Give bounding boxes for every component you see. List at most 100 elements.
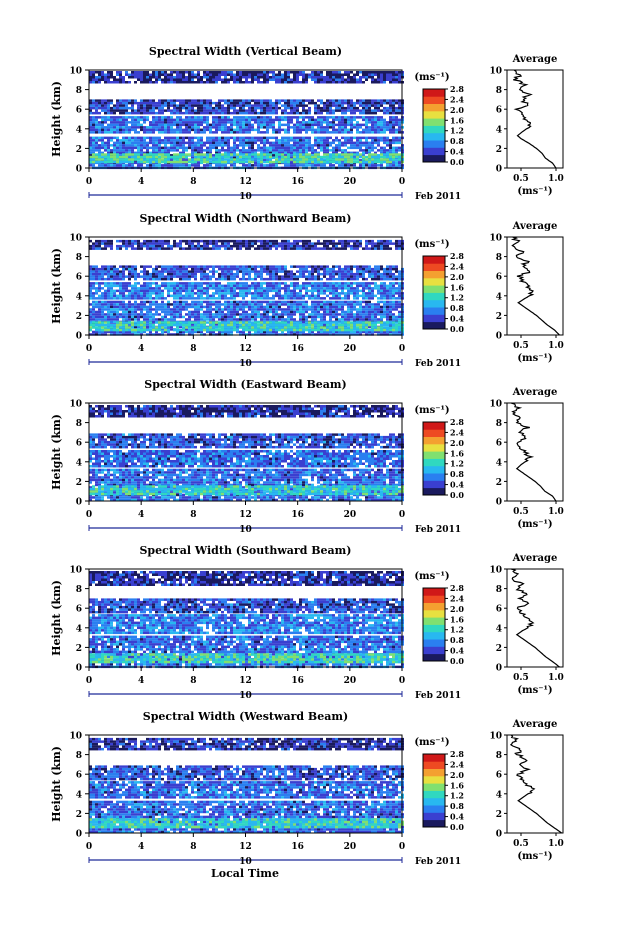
heatmap-cell [164, 109, 167, 112]
heatmap-cell [128, 99, 131, 102]
heatmap-cell [107, 308, 110, 311]
heatmap-cell [326, 116, 329, 119]
heatmap-cell [98, 158, 101, 161]
heatmap-cell [359, 131, 362, 134]
heatmap-cell [395, 153, 398, 156]
heatmap-cell [95, 129, 98, 132]
heatmap-cell [209, 142, 212, 145]
heatmap-cell [260, 147, 263, 150]
heatmap-cell [158, 119, 161, 122]
heatmap-cell [197, 306, 200, 309]
heatmap-cell [218, 126, 221, 129]
heatmap-cell [293, 161, 296, 164]
heatmap-cell [245, 313, 248, 316]
heatmap-cell [377, 81, 380, 84]
heatmap-cell [368, 119, 371, 122]
heatmap-cell [263, 329, 266, 332]
heatmap-cell [98, 99, 101, 102]
heatmap-cell [374, 156, 377, 159]
date-day-label: 10 [239, 192, 252, 202]
heatmap-cell [251, 301, 254, 304]
heatmap-cell [95, 126, 98, 129]
heatmap-cell [272, 306, 275, 309]
heatmap-cell [236, 308, 239, 311]
heatmap-cell [197, 79, 200, 82]
heatmap-cell [311, 74, 314, 77]
heatmap-cell [335, 76, 338, 79]
heatmap-cell [323, 142, 326, 145]
heatmap-cell [161, 131, 164, 134]
heatmap-cell [188, 124, 191, 127]
heatmap-cell [383, 71, 386, 74]
heatmap-cell [269, 158, 272, 161]
heatmap-cell [152, 142, 155, 145]
heatmap-cell [296, 306, 299, 309]
heatmap-cell [197, 318, 200, 321]
heatmap-cell [149, 308, 152, 311]
heatmap-cell [251, 124, 254, 127]
heatmap-cell [296, 329, 299, 332]
heatmap-cell [245, 149, 248, 152]
heatmap-cell [104, 116, 107, 119]
heatmap-cell [314, 107, 317, 110]
heatmap-cell [191, 161, 194, 164]
heatmap-cell [290, 81, 293, 84]
heatmap-cell [305, 124, 308, 127]
heatmap-cell [290, 306, 293, 309]
heatmap-cell [92, 104, 95, 107]
heatmap-cell [284, 326, 287, 329]
heatmap-cell [320, 116, 323, 119]
heatmap-cell [350, 324, 353, 327]
heatmap-cell [395, 81, 398, 84]
heatmap-cell [245, 318, 248, 321]
heatmap-cell [344, 149, 347, 152]
heatmap-cell [161, 139, 164, 142]
heatmap-cell [284, 324, 287, 327]
heatmap-cell [278, 107, 281, 110]
heatmap-cell [245, 153, 248, 156]
heatmap-cell [398, 124, 401, 127]
heatmap-cell [197, 102, 200, 105]
heatmap-cell [365, 71, 368, 74]
heatmap-cell [308, 164, 311, 167]
heatmap-cell [107, 164, 110, 167]
heatmap-cell [293, 321, 296, 324]
heatmap-cell [320, 81, 323, 84]
heatmap-cell [218, 104, 221, 107]
heatmap-cell [173, 318, 176, 321]
heatmap-cell [230, 149, 233, 152]
heatmap-cell [275, 311, 278, 314]
heatmap-cell [350, 318, 353, 321]
heatmap-cell [215, 313, 218, 316]
heatmap-cell [92, 99, 95, 102]
heatmap-cell [269, 306, 272, 309]
heatmap-cell [170, 147, 173, 150]
heatmap-cell [167, 164, 170, 167]
heatmap-cell [152, 112, 155, 115]
heatmap-cell [266, 308, 269, 311]
heatmap-cell [389, 313, 392, 316]
heatmap-cell [359, 137, 362, 140]
heatmap-cell [392, 116, 395, 119]
heatmap-cell [302, 147, 305, 150]
heatmap-cell [167, 329, 170, 332]
heatmap-cell [296, 308, 299, 311]
heatmap-cell [167, 149, 170, 152]
heatmap-cell [299, 124, 302, 127]
heatmap-cell [377, 109, 380, 112]
heatmap-cell [368, 313, 371, 316]
heatmap-cell [386, 306, 389, 309]
heatmap-cell [353, 81, 356, 84]
heatmap-cell [209, 161, 212, 164]
heatmap-cell [398, 301, 401, 304]
heatmap-cell [92, 71, 95, 74]
heatmap-cell [329, 71, 332, 74]
heatmap-cell [242, 301, 245, 304]
heatmap-cell [203, 161, 206, 164]
heatmap-cell [245, 121, 248, 124]
heatmap-cell [206, 164, 209, 167]
heatmap-cell [209, 79, 212, 82]
heatmap-cell [329, 164, 332, 167]
heatmap-cell [305, 326, 308, 329]
heatmap-cell [338, 306, 341, 309]
